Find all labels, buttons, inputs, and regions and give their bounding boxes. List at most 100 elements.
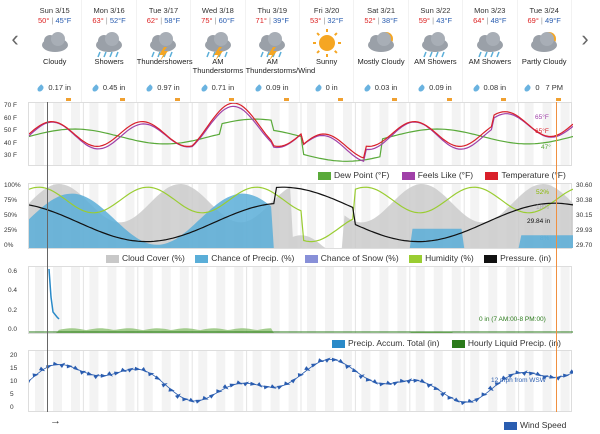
wind-arrow-icon: [501, 375, 508, 380]
y-tick-label-right: 30.38: [576, 197, 593, 204]
day-condition: AM: [266, 57, 278, 66]
day-name: Sat 3/21: [367, 6, 396, 15]
feels-like-now-label: 65°F: [535, 114, 549, 121]
accum-legend: Precip. Accum. Total (in) Hourly Liquid …: [332, 338, 561, 348]
night-band: [542, 351, 552, 411]
day-condition: AM Showers: [414, 57, 457, 66]
night-band: [143, 103, 153, 165]
legend-chance-precip[interactable]: Chance of Precip. (%): [195, 253, 294, 263]
wind-arrow-icon: [107, 371, 113, 377]
legend-humidity[interactable]: Humidity (%): [409, 253, 474, 263]
wind-arrow-icon: [440, 391, 447, 397]
wind-arrow-icon: [284, 381, 291, 386]
wind-arrow-icon: [148, 372, 155, 377]
wind-arrow-icon: [338, 358, 345, 365]
y-tick-label: 50%: [4, 212, 18, 219]
night-band: [415, 267, 425, 333]
day-condition: Mostly Cloudy: [357, 57, 405, 66]
y-tick-label: 0.6: [8, 268, 18, 275]
night-band: [53, 103, 62, 165]
day-condition: AM Showers: [468, 57, 512, 66]
legend-cloud-cover[interactable]: Cloud Cover (%): [106, 253, 185, 263]
wind-arrow-icon: [508, 373, 515, 379]
night-band: [307, 103, 316, 165]
night-band: [252, 351, 262, 411]
legend-temperature[interactable]: Temperature (°F): [485, 170, 566, 180]
night-band: [143, 267, 153, 333]
wind-arrow-icon: [216, 389, 223, 394]
day-column[interactable]: Sun 3/22 59° | 43°F AM Showers 0.09 in: [409, 0, 464, 102]
showers-icon: [416, 29, 454, 58]
night-band: [470, 184, 480, 248]
y-tick-label: 0.0: [8, 326, 18, 333]
day-column[interactable]: Thu 3/19 71° | 39°F AM Thunderstorms/Wind…: [246, 0, 315, 102]
wind-arrow-icon: [59, 362, 66, 368]
prev-arrow-icon[interactable]: ‹: [11, 26, 19, 51]
night-band: [379, 103, 389, 165]
wind-arrow-icon: [256, 382, 263, 388]
night-band: [433, 351, 443, 411]
legend-pressure[interactable]: Pressure. (in): [484, 253, 551, 263]
y-tick-label: 100%: [4, 182, 21, 189]
wind-arrow-icon: [311, 363, 318, 368]
y-tick-label: 30 F: [4, 152, 18, 159]
cloud-icon: [36, 29, 74, 57]
wind-arrow-icon: [195, 399, 202, 404]
day-column[interactable]: Sun 3/15 50° | 45°F Cloudy 0.17 in: [28, 0, 83, 102]
wind-arrow-icon: [358, 374, 365, 380]
night-band: [361, 184, 371, 248]
night-band: [415, 103, 425, 165]
day-column[interactable]: Wed 3/18 75° | 60°F AM Thunderstorms 0.71…: [191, 0, 246, 102]
night-band: [343, 267, 352, 333]
dew-point-now-label: 47°: [541, 144, 551, 151]
wind-arrow-icon: [372, 379, 379, 385]
wind-arrow-icon: [569, 369, 573, 375]
day-column[interactable]: Fri 3/20 53° | 32°F Sunny 0 in: [300, 0, 355, 102]
night-band: [451, 267, 461, 333]
wind-arrow-icon: [494, 382, 502, 387]
day-column[interactable]: Mon 3/23 64° | 48°F AM Showers 0.08 in: [463, 0, 518, 102]
y-tick-label-right: 30.15: [576, 212, 593, 219]
night-band: [307, 184, 316, 248]
cloud-humidity-panel: 52% 18% 29.84 in 8%: [28, 183, 573, 249]
day-name: Sun 3/22: [420, 6, 451, 15]
day-precip: 0.45 in: [82, 83, 135, 93]
scroll-right-arrow-icon[interactable]: →: [50, 415, 61, 427]
y-tick-label-right: 30.60: [576, 182, 593, 189]
night-band: [71, 267, 80, 333]
day-precip: 0.03 in: [354, 83, 407, 93]
sunrise-tick: [283, 98, 289, 101]
legend-dew-point[interactable]: Dew Point (°F): [318, 170, 389, 180]
legend-wind-speed[interactable]: Wind Speed: [504, 420, 566, 430]
day-name: Wed 3/18: [201, 6, 234, 15]
day-column[interactable]: Tue 3/17 62° | 58°F Thundershowers 0.97 …: [136, 0, 193, 102]
temperature-panel: 65°F 65°F 47°: [28, 102, 573, 166]
raindrop-icon: [254, 83, 263, 93]
night-band: [325, 351, 334, 411]
cloud-legend: Cloud Cover (%) Chance of Precip. (%) Ch…: [106, 253, 551, 263]
legend-chance-snow[interactable]: Chance of Snow (%): [304, 253, 399, 263]
next-arrow-icon[interactable]: ›: [581, 26, 589, 51]
night-band: [542, 103, 552, 165]
pressure-line: [29, 186, 573, 243]
night-band: [325, 103, 334, 165]
showers-icon: [90, 29, 128, 58]
night-band: [216, 267, 226, 333]
wind-arrow-icon: [182, 397, 189, 402]
wind-arrow-icon: [32, 373, 39, 378]
current-time-line: [47, 102, 48, 412]
night-band: [161, 351, 171, 411]
night-band: [433, 103, 443, 165]
day-column[interactable]: Sat 3/21 52° | 38°F Mostly Cloudy 0.03 i…: [354, 0, 409, 102]
temperature-legend: Dew Point (°F) Feels Like (°F) Temperatu…: [318, 170, 566, 180]
day-condition: AM: [212, 57, 224, 66]
day-condition: Thundershowers: [136, 57, 193, 66]
legend-feels-like[interactable]: Feels Like (°F): [401, 170, 473, 180]
day-precip: 0.17 in: [28, 83, 81, 93]
sun-icon: [308, 29, 346, 57]
wind-arrow-icon: [332, 357, 338, 362]
legend-precip-accum[interactable]: Precip. Accum. Total (in): [332, 338, 440, 348]
legend-hourly-precip[interactable]: Hourly Liquid Precip. (in): [451, 338, 561, 348]
day-column[interactable]: Mon 3/16 63° | 52°F Showers 0.45 in: [82, 0, 137, 102]
